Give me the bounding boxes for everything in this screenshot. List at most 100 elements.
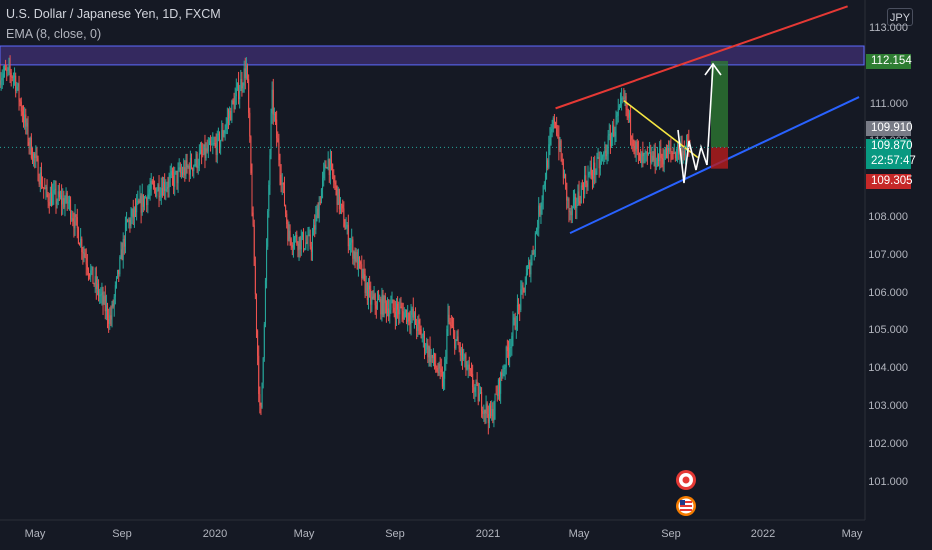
- candle-body: [201, 149, 203, 155]
- candle-body: [627, 109, 629, 118]
- candle-body: [404, 309, 406, 313]
- price-axis-label: 102.000: [868, 437, 908, 450]
- candle-body: [308, 234, 310, 236]
- candle-body: [52, 193, 54, 206]
- candle-body: [44, 188, 46, 190]
- candle-body: [597, 156, 599, 158]
- candle-body: [366, 283, 368, 301]
- candle-body: [621, 97, 623, 101]
- currency-badge[interactable]: JPY: [887, 8, 913, 26]
- candle-body: [278, 142, 280, 161]
- candle-body: [421, 337, 423, 339]
- candle-body: [339, 204, 341, 210]
- candle-body: [239, 90, 241, 99]
- candle-body: [537, 228, 539, 230]
- candle-body: [642, 152, 644, 157]
- candle-body: [137, 200, 139, 203]
- candle-body: [440, 368, 442, 373]
- candle-body: [683, 151, 685, 156]
- candle-body: [525, 273, 527, 285]
- candle-body: [49, 192, 51, 206]
- candle-body: [678, 145, 680, 155]
- candle-body: [586, 183, 588, 187]
- candle-body: [142, 194, 144, 207]
- candle-body: [529, 262, 531, 275]
- candle-body: [167, 186, 169, 188]
- candle-body: [353, 251, 355, 259]
- candle-body: [35, 155, 37, 158]
- candle-body: [216, 134, 218, 155]
- candle-body: [359, 256, 361, 262]
- candle-body: [148, 191, 150, 195]
- candle-body: [662, 158, 664, 165]
- candle-body: [547, 160, 549, 168]
- candle-body: [81, 238, 83, 253]
- candle-body: [30, 137, 32, 158]
- candle-body: [426, 343, 428, 350]
- candle-body: [326, 168, 328, 170]
- candle-body: [122, 239, 124, 261]
- candle-body: [236, 83, 238, 89]
- event-flag-icon[interactable]: [676, 470, 696, 490]
- us-flag-icon[interactable]: [676, 496, 696, 516]
- candle-body: [83, 253, 85, 255]
- indicator-legend[interactable]: EMA (8, close, 0): [6, 27, 102, 41]
- candle-body: [649, 152, 651, 154]
- candle-body: [542, 185, 544, 200]
- candle-body: [315, 215, 317, 230]
- candle-body: [356, 252, 358, 270]
- candle-body: [297, 243, 299, 251]
- candle-body: [363, 269, 365, 275]
- candle-body: [464, 354, 466, 359]
- candle-body: [605, 150, 607, 157]
- candle-body: [651, 155, 653, 163]
- candle-body: [661, 158, 663, 160]
- candle-body: [96, 283, 98, 289]
- candle-body: [479, 392, 481, 394]
- candle-body: [607, 135, 609, 155]
- candle-body: [518, 304, 520, 306]
- candle-body: [115, 277, 117, 286]
- candle-body: [264, 280, 266, 325]
- candle-body: [275, 113, 277, 120]
- candle-body: [207, 144, 209, 152]
- candle-body: [589, 167, 591, 174]
- candle-body: [77, 228, 79, 244]
- candle-body: [123, 239, 125, 247]
- candle-body: [196, 154, 198, 169]
- candle-body: [590, 167, 592, 176]
- candle-body: [393, 307, 395, 312]
- candle-body: [73, 221, 75, 229]
- candle-body: [500, 372, 502, 394]
- candle-body: [604, 150, 606, 154]
- candle-body: [39, 172, 41, 185]
- candle-body: [551, 129, 553, 132]
- candle-body: [412, 308, 414, 318]
- candle-body: [250, 136, 252, 173]
- time-axis-label: Sep: [661, 528, 681, 540]
- candle-body: [458, 345, 460, 349]
- candle-body: [8, 65, 10, 68]
- candle-body: [43, 187, 45, 189]
- candle-body: [578, 191, 580, 202]
- candle-body: [473, 387, 475, 392]
- candle-body: [385, 302, 387, 314]
- candle-body: [331, 159, 333, 165]
- candle-body: [189, 157, 191, 175]
- candle-body: [314, 225, 316, 230]
- candle-body: [422, 333, 424, 338]
- candle-body: [149, 188, 151, 192]
- candle-body: [611, 136, 613, 147]
- candle-body: [441, 372, 443, 387]
- candle-body: [79, 243, 81, 246]
- candle-body: [9, 65, 11, 73]
- candle-body: [369, 285, 371, 290]
- candle-body: [113, 296, 115, 307]
- candle-body: [280, 174, 282, 185]
- candle-body: [93, 283, 95, 285]
- candle-body: [141, 194, 143, 213]
- candle-body: [474, 387, 476, 392]
- candle-body: [476, 381, 478, 385]
- candle-body: [143, 197, 145, 207]
